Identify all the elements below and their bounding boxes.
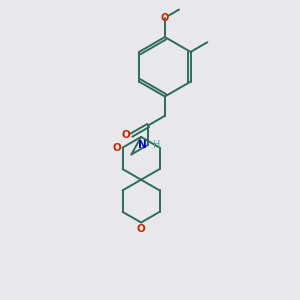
Text: O: O (112, 142, 121, 153)
Text: O: O (121, 130, 130, 140)
Text: O: O (137, 224, 146, 234)
Text: O: O (161, 13, 169, 23)
Text: H: H (154, 140, 161, 150)
Text: N: N (138, 140, 147, 150)
